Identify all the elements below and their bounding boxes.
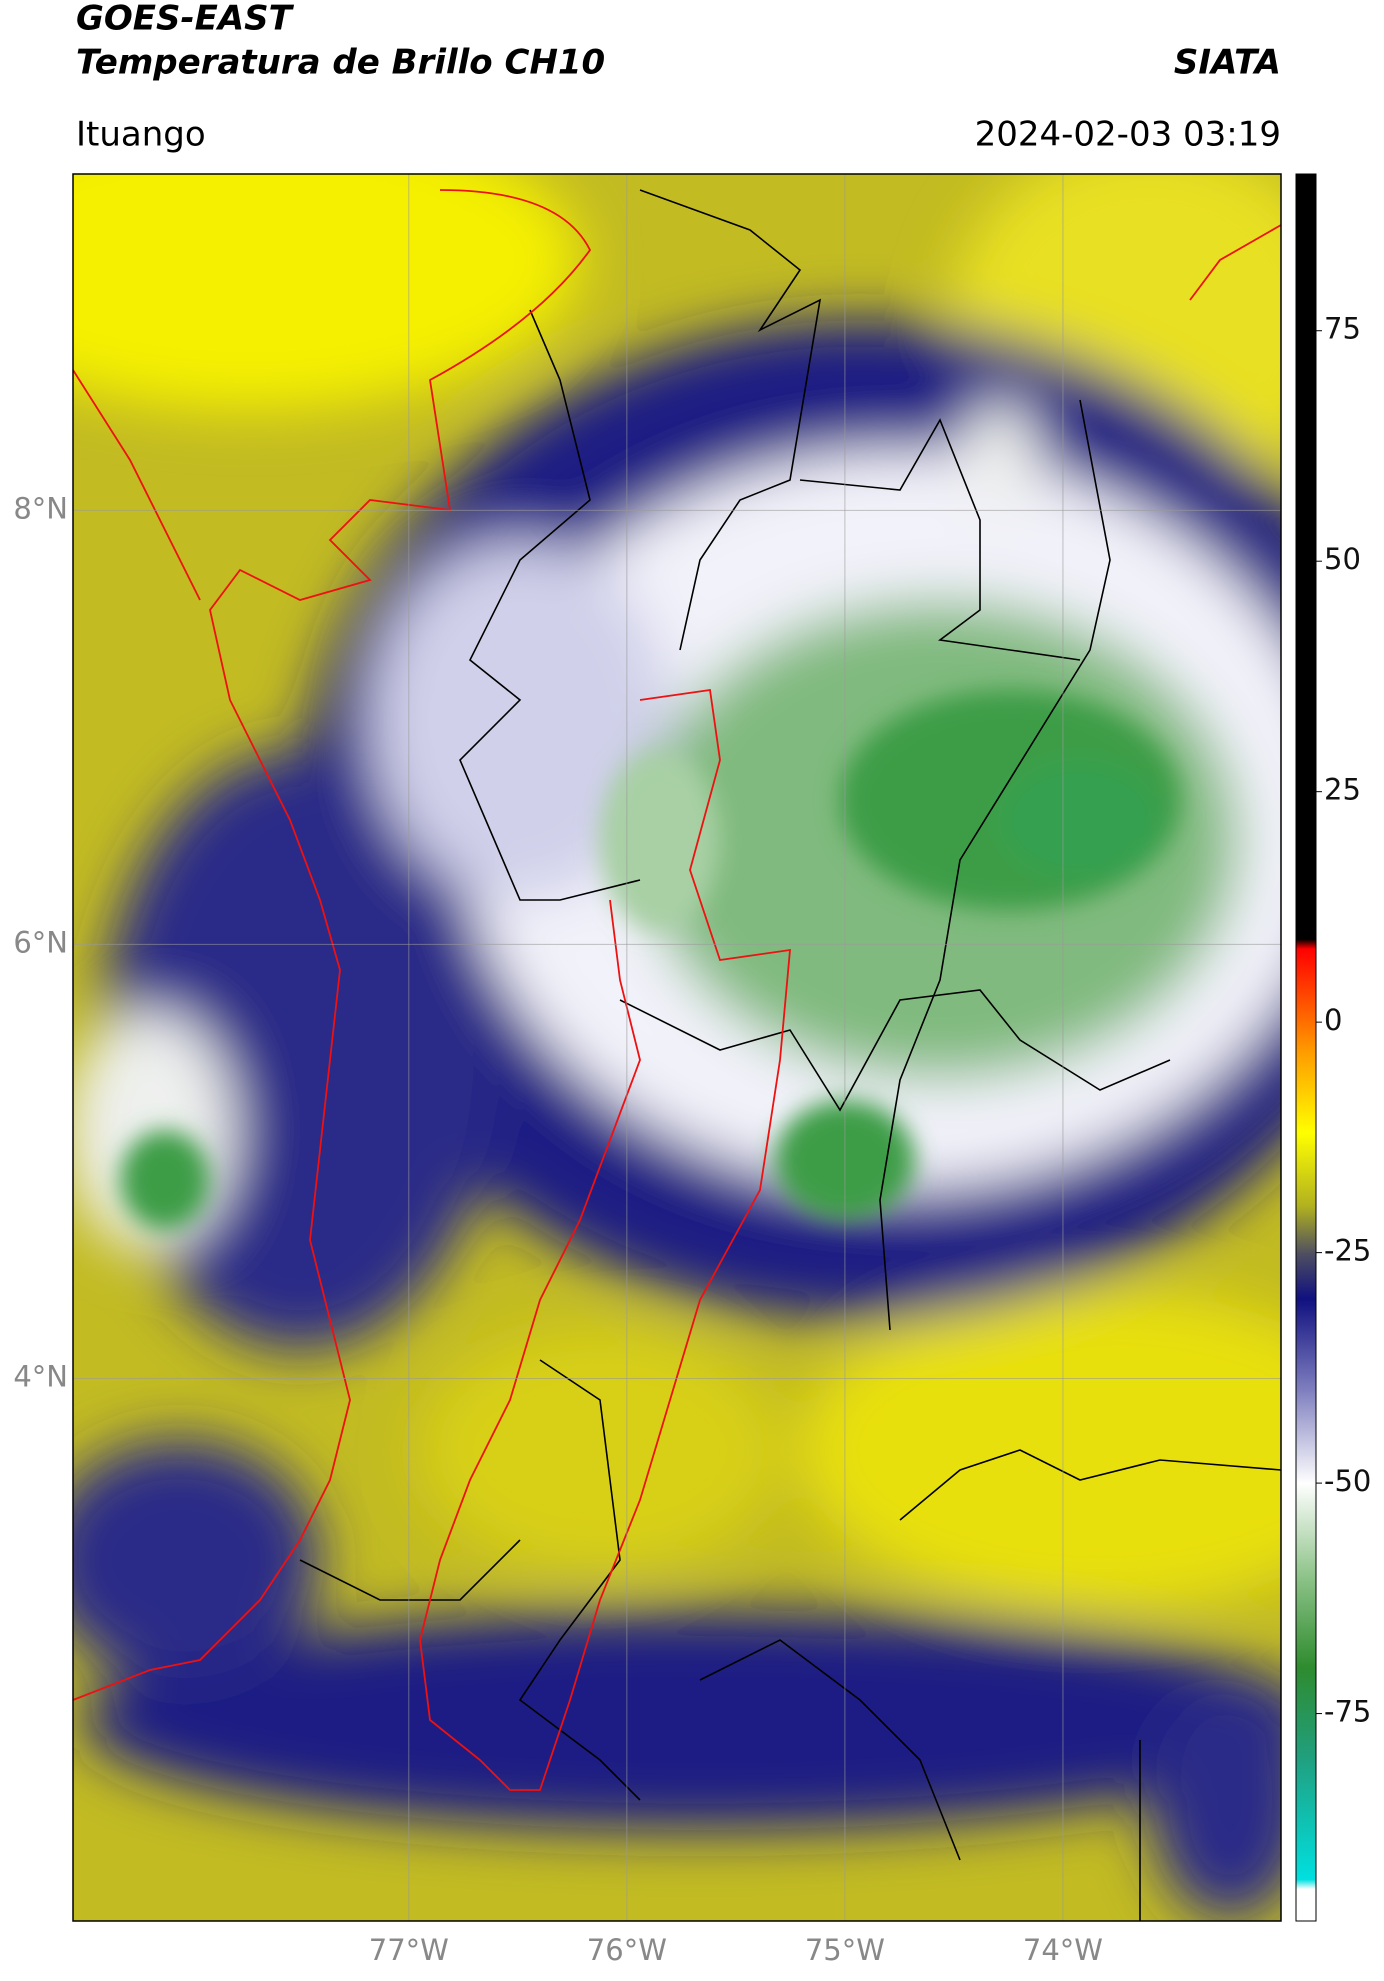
colorbar-segment bbox=[1296, 1206, 1316, 1254]
map-frame bbox=[72, 173, 1282, 1922]
satellite-image bbox=[73, 174, 1281, 1921]
colorbar-tick-label: -25 bbox=[1324, 1234, 1371, 1268]
colorbar-tick-label: 0 bbox=[1324, 1003, 1342, 1037]
colorbar-tick-label: 75 bbox=[1324, 312, 1361, 346]
x-tick-label: 77°W bbox=[369, 1933, 449, 1967]
colorbar-segment bbox=[1296, 1132, 1316, 1208]
colorbar-segment bbox=[1296, 1879, 1316, 1890]
location: Ituango bbox=[76, 115, 206, 155]
colorbar-segment bbox=[1296, 1298, 1316, 1392]
y-tick-label: 4°N bbox=[13, 1359, 68, 1393]
colorbar-segment bbox=[1296, 1759, 1316, 1881]
colorbar-tick-label: 25 bbox=[1324, 773, 1361, 807]
colorbar-tick-label: -75 bbox=[1324, 1695, 1371, 1729]
title: GOES-EAST bbox=[76, 0, 295, 39]
colorbar-segment bbox=[1296, 948, 1316, 1051]
colorbar-segment bbox=[1296, 1390, 1316, 1484]
colorbar-segment bbox=[1296, 1483, 1316, 1576]
colorbar-tick-label: 50 bbox=[1324, 542, 1361, 576]
x-tick-label: 76°W bbox=[587, 1933, 667, 1967]
graticule bbox=[73, 174, 1281, 1921]
datetime: 2024-02-03 03:19 bbox=[975, 115, 1281, 155]
colorbar-frame bbox=[1295, 173, 1317, 1922]
x-tick-label: 75°W bbox=[805, 1933, 885, 1967]
colorbar-segment bbox=[1296, 1252, 1316, 1300]
source: SIATA bbox=[1174, 43, 1281, 83]
colorbar-segment bbox=[1296, 1667, 1316, 1761]
colorbar-segment bbox=[1296, 174, 1316, 940]
colorbar-segment bbox=[1296, 939, 1316, 949]
subtitle: Temperatura de Brillo CH10 bbox=[76, 43, 605, 83]
y-tick-label: 6°N bbox=[13, 925, 68, 959]
colorbar-segment bbox=[1296, 1575, 1316, 1668]
colorbar-segment bbox=[1296, 1049, 1316, 1134]
colorbar: 75 50 25 0 -25 -50 -75 bbox=[1295, 173, 1371, 1922]
colorbar-segment bbox=[1296, 1888, 1316, 1922]
x-tick-label: 74°W bbox=[1023, 1933, 1103, 1967]
y-tick-label: 8°N bbox=[13, 491, 68, 525]
colorbar-tick-label: -50 bbox=[1324, 1464, 1371, 1498]
